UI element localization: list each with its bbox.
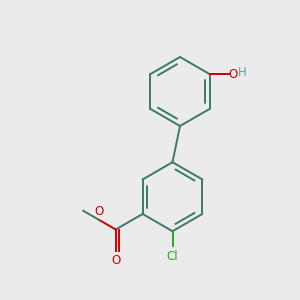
Text: O: O xyxy=(228,68,238,81)
Text: O: O xyxy=(111,254,120,267)
Text: O: O xyxy=(94,205,104,218)
Text: H: H xyxy=(238,66,246,79)
Text: Cl: Cl xyxy=(167,250,178,263)
